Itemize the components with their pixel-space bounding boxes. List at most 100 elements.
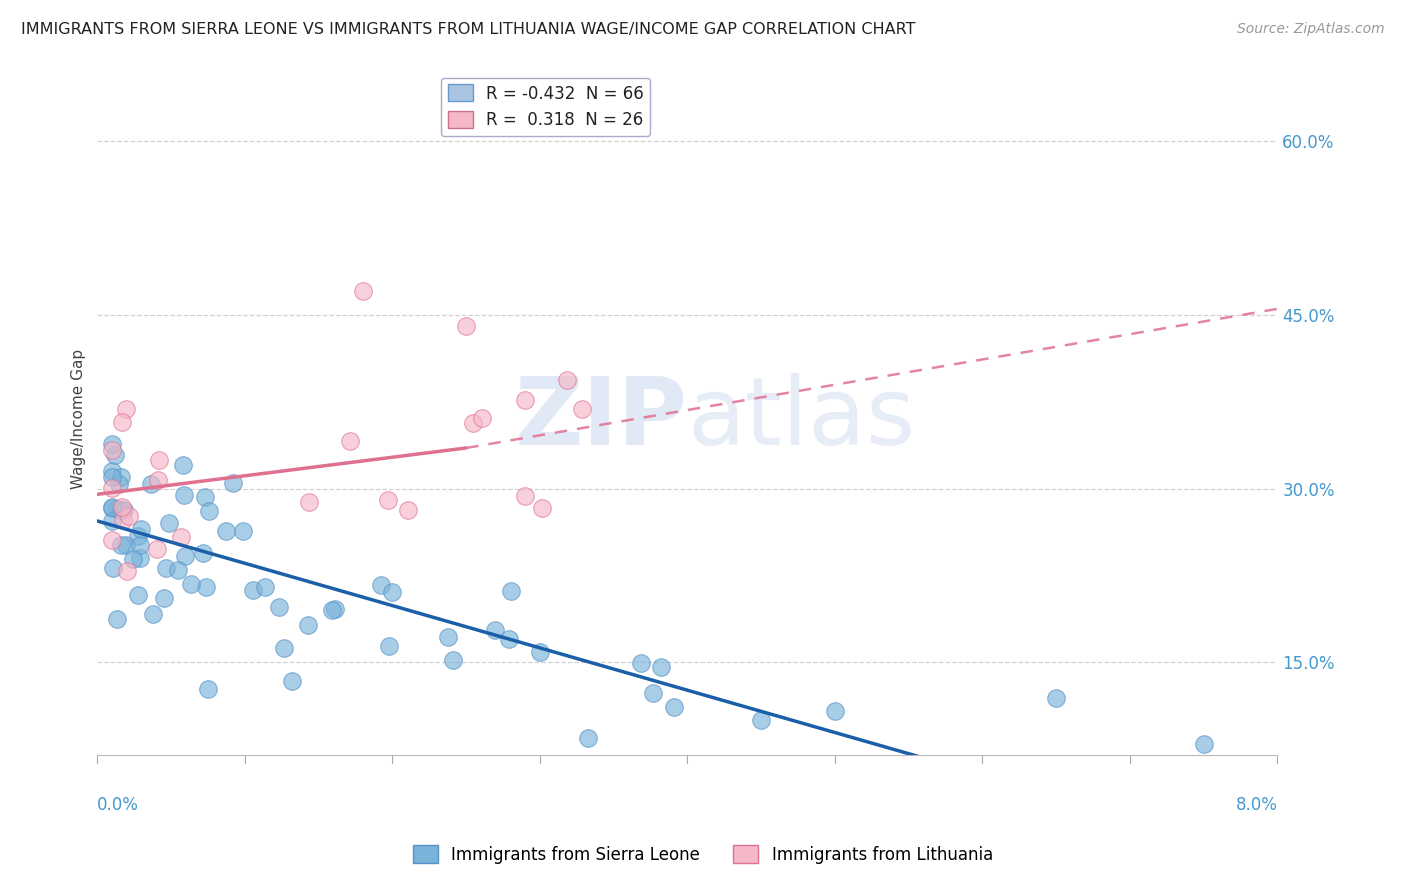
Point <box>214 524 236 538</box>
Point <box>484 624 506 638</box>
Text: IMMIGRANTS FROM SIERRA LEONE VS IMMIGRANTS FROM LITHUANIA WAGE/INCOME GAP CORREL: IMMIGRANTS FROM SIERRA LEONE VS IMMIGRAN… <box>21 22 915 37</box>
Point <box>197 682 219 697</box>
Point <box>253 580 276 594</box>
Point <box>378 640 401 654</box>
Point <box>339 434 361 448</box>
Point <box>110 503 132 517</box>
Point <box>127 588 149 602</box>
Point <box>101 436 124 450</box>
Point <box>1045 690 1067 705</box>
Point <box>193 546 215 560</box>
Y-axis label: Wage/Income Gap: Wage/Income Gap <box>72 349 86 489</box>
Point <box>115 564 138 578</box>
Point <box>101 465 124 479</box>
Point <box>571 401 593 416</box>
Point <box>1192 737 1215 751</box>
Point <box>129 551 152 566</box>
Point <box>101 514 124 528</box>
Point <box>172 458 194 473</box>
Point <box>114 538 136 552</box>
Point <box>749 713 772 727</box>
Point <box>111 415 134 429</box>
Point <box>105 612 128 626</box>
Point <box>110 500 132 515</box>
Point <box>180 577 202 591</box>
Point <box>148 473 170 487</box>
Point <box>167 563 190 577</box>
Point <box>153 591 176 605</box>
Legend: Immigrants from Sierra Leone, Immigrants from Lithuania: Immigrants from Sierra Leone, Immigrants… <box>406 838 1000 871</box>
Point <box>157 516 180 530</box>
Point <box>105 501 128 516</box>
Point <box>499 584 522 599</box>
Point <box>370 578 392 592</box>
Point <box>824 705 846 719</box>
Text: atlas: atlas <box>688 373 915 465</box>
Point <box>112 502 135 516</box>
Point <box>104 448 127 462</box>
Point <box>377 493 399 508</box>
Point <box>111 513 134 527</box>
Point <box>321 603 343 617</box>
Point <box>323 602 346 616</box>
Point <box>148 453 170 467</box>
Point <box>471 411 494 425</box>
Point <box>461 417 484 431</box>
Point <box>297 618 319 632</box>
Point <box>515 392 537 407</box>
Point <box>101 482 124 496</box>
Point <box>173 488 195 502</box>
Point <box>169 530 191 544</box>
Point <box>381 585 404 599</box>
Point <box>118 508 141 523</box>
Point <box>630 657 652 671</box>
Point <box>232 524 254 538</box>
Point <box>121 551 143 566</box>
Point <box>141 477 163 491</box>
Point <box>127 529 149 543</box>
Point <box>441 653 464 667</box>
Point <box>281 673 304 688</box>
Point <box>396 503 419 517</box>
Text: 8.0%: 8.0% <box>1236 796 1278 814</box>
Point <box>242 582 264 597</box>
Point <box>437 630 460 644</box>
Point <box>101 442 124 457</box>
Text: Source: ZipAtlas.com: Source: ZipAtlas.com <box>1237 22 1385 37</box>
Point <box>131 522 153 536</box>
Point <box>198 503 221 517</box>
Point <box>498 632 520 646</box>
Legend: R = -0.432  N = 66, R =  0.318  N = 26: R = -0.432 N = 66, R = 0.318 N = 26 <box>441 78 651 136</box>
Point <box>273 641 295 656</box>
Point <box>531 501 554 516</box>
Point <box>576 731 599 745</box>
Point <box>529 645 551 659</box>
Point <box>662 699 685 714</box>
Point <box>174 549 197 563</box>
Point <box>101 470 124 484</box>
Point <box>641 685 664 699</box>
Point <box>194 490 217 504</box>
Point <box>101 560 124 574</box>
Point <box>267 599 290 614</box>
Point <box>101 533 124 547</box>
Point <box>194 581 217 595</box>
Point <box>110 538 132 552</box>
Point <box>115 401 138 416</box>
Point <box>142 607 165 621</box>
Point <box>650 660 672 674</box>
Text: 0.0%: 0.0% <box>97 796 139 814</box>
Point <box>222 475 245 490</box>
Point <box>456 319 478 334</box>
Point <box>108 477 131 491</box>
Point <box>555 373 578 387</box>
Text: ZIP: ZIP <box>515 373 688 465</box>
Point <box>101 500 124 514</box>
Point <box>129 538 152 552</box>
Point <box>513 489 536 503</box>
Point <box>298 495 321 509</box>
Point <box>146 542 169 557</box>
Point <box>101 501 124 516</box>
Point <box>110 470 132 484</box>
Point <box>352 285 374 299</box>
